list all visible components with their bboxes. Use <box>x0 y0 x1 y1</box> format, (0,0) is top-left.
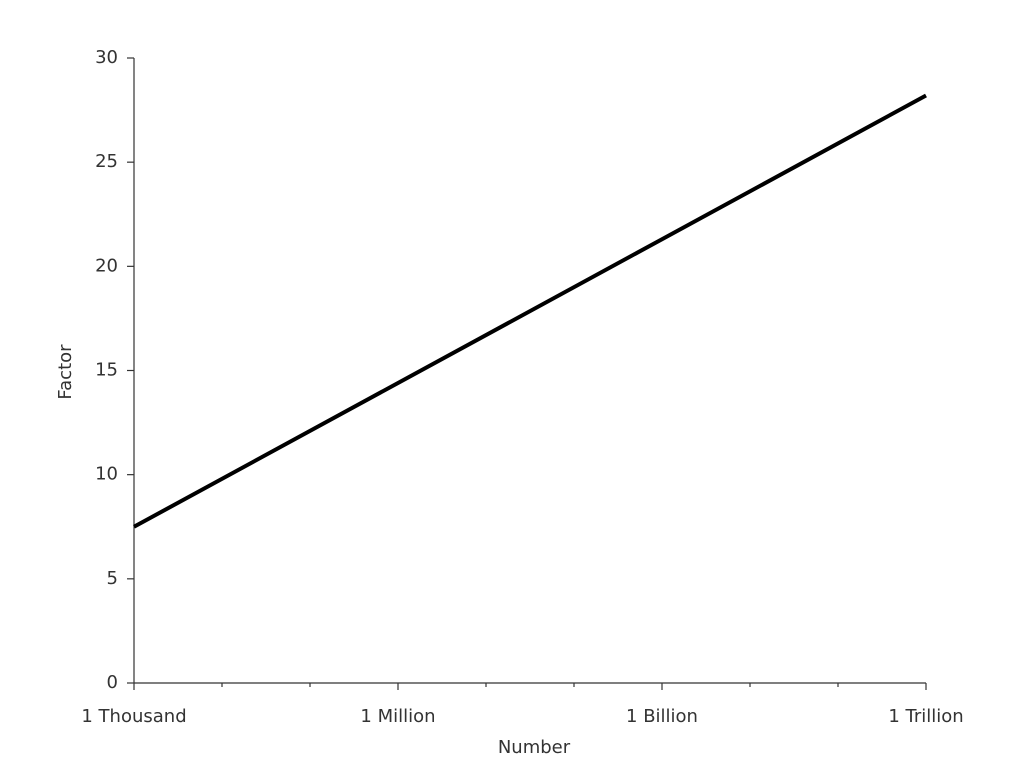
data-line <box>133 93 927 529</box>
y-tick-label: 0 <box>107 672 118 693</box>
y-tick-label: 25 <box>95 151 118 172</box>
x-tick-label: 1 Thousand <box>81 706 186 727</box>
y-tick-label: 15 <box>95 360 118 381</box>
y-tick-label: 30 <box>95 47 118 68</box>
x-tick-label: 1 Billion <box>626 706 698 727</box>
x-tick-label: 1 Trillion <box>888 706 963 727</box>
x-tick-label: 1 Million <box>360 706 435 727</box>
y-tick-label: 10 <box>95 464 118 485</box>
y-tick-label: 20 <box>95 255 118 276</box>
y-axis-label: Factor <box>55 344 76 400</box>
x-axis-label: Number <box>498 737 571 758</box>
y-tick-label: 5 <box>107 568 118 589</box>
